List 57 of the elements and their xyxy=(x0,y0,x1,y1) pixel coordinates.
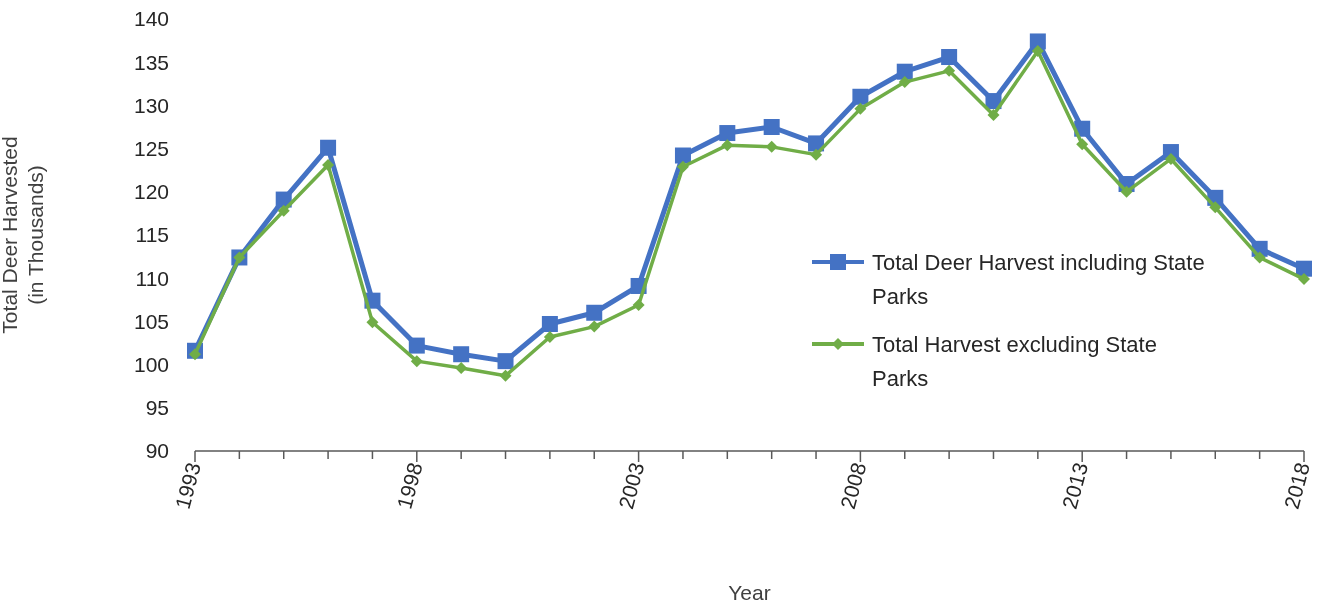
x-tick-label: 2008 xyxy=(835,460,871,512)
point xyxy=(541,315,558,332)
y-tick-label: 105 xyxy=(133,309,169,333)
point xyxy=(719,125,736,142)
x-tick-label: 2013 xyxy=(1057,460,1093,512)
x-tick-label: 2003 xyxy=(614,460,649,512)
point xyxy=(453,346,470,363)
y-tick-label: 125 xyxy=(133,136,169,160)
point xyxy=(810,148,823,161)
point xyxy=(1029,33,1046,50)
point xyxy=(1164,152,1177,165)
point xyxy=(543,330,556,343)
y-tick-label: 140 xyxy=(133,7,169,31)
point xyxy=(763,119,780,135)
point xyxy=(896,63,913,80)
point xyxy=(941,49,958,66)
point xyxy=(674,147,691,164)
point xyxy=(676,160,689,173)
x-tick-label: 2018 xyxy=(1279,460,1314,512)
point xyxy=(320,139,337,156)
y-tick-label: 120 xyxy=(133,180,169,204)
point xyxy=(497,353,514,370)
y-tick-label: 90 xyxy=(145,439,169,463)
point xyxy=(987,108,1000,121)
point xyxy=(1076,138,1089,151)
point xyxy=(1120,185,1133,198)
x-tick-label: 1993 xyxy=(170,460,205,512)
point xyxy=(1253,251,1266,264)
y-tick-label: 100 xyxy=(133,352,169,376)
x-tick-label: 1998 xyxy=(392,460,427,512)
y-tick-label: 115 xyxy=(135,223,169,247)
point xyxy=(410,355,423,368)
y-tick-label: 130 xyxy=(133,93,169,117)
legend-label: Total Harvest excluding State Parks xyxy=(872,331,1157,391)
point xyxy=(499,369,512,382)
point xyxy=(189,348,201,361)
point xyxy=(277,204,290,217)
point xyxy=(632,298,645,311)
x-axis-title: Year xyxy=(728,581,771,604)
y-tick-label: 135 xyxy=(133,50,169,74)
point xyxy=(854,102,867,115)
point xyxy=(455,362,468,375)
point xyxy=(586,304,603,321)
legend-label: Total Deer Harvest including State Parks xyxy=(872,249,1205,309)
y-axis-title: Total Deer Harvested (in Thousands) xyxy=(0,136,47,334)
point xyxy=(588,320,601,333)
point xyxy=(1209,201,1222,214)
point xyxy=(1298,273,1310,286)
point xyxy=(943,64,956,77)
y-tick-label: 110 xyxy=(135,266,169,290)
y-tick-label: 95 xyxy=(145,396,169,420)
point xyxy=(898,76,911,89)
point xyxy=(322,159,335,172)
point xyxy=(408,337,425,354)
point xyxy=(852,88,869,105)
point xyxy=(366,316,379,329)
point xyxy=(1031,44,1044,57)
